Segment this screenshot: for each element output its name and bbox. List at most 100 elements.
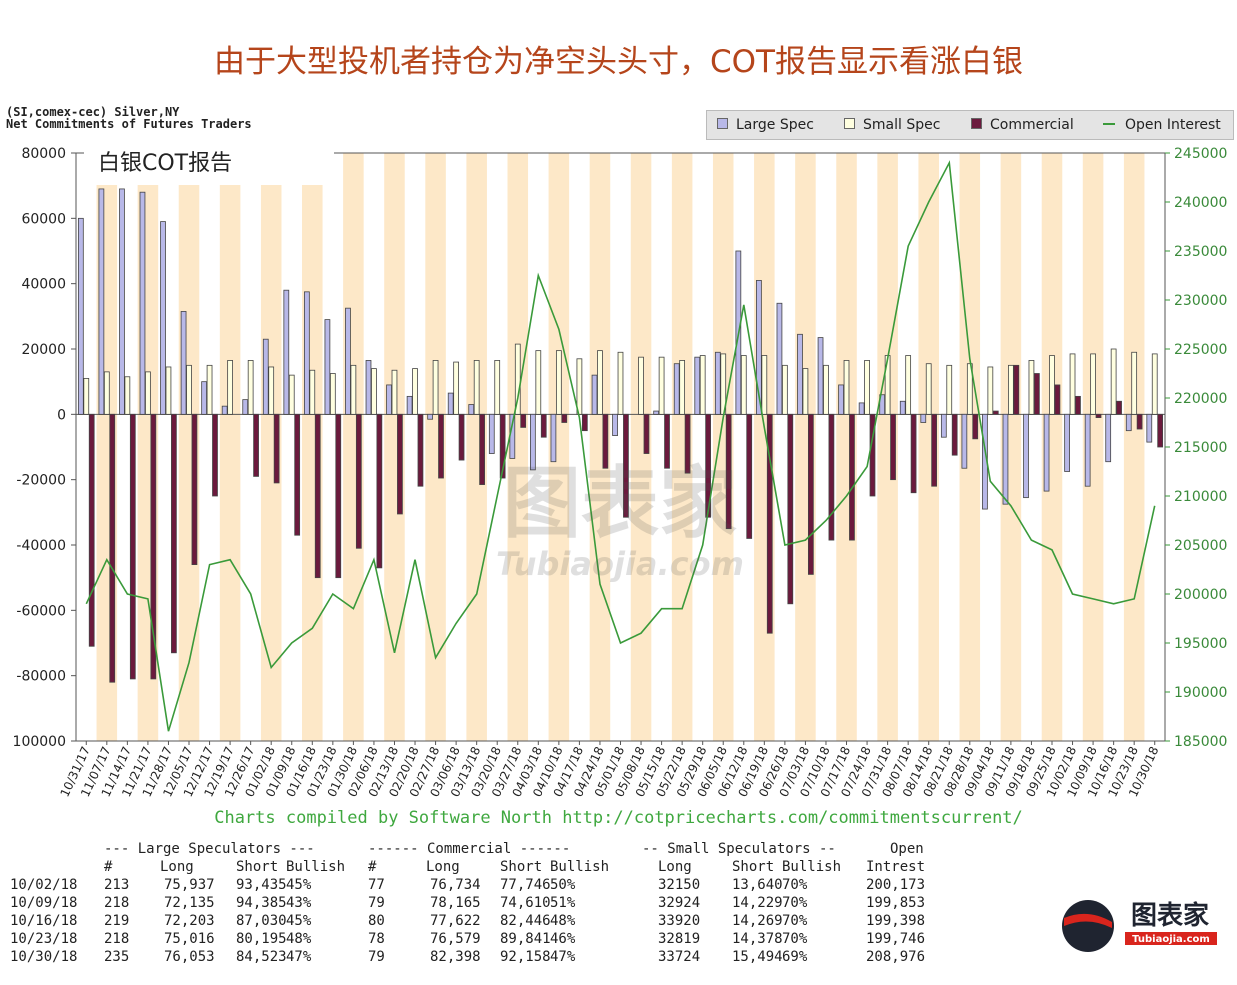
small-spec-bar: [823, 364, 829, 415]
commercial-bar: [890, 413, 896, 481]
chart-band: [260, 153, 282, 741]
commercial-bar: [766, 413, 773, 634]
table-cell: 69%: [782, 949, 808, 965]
commercial-bar: [602, 413, 609, 469]
chart-band: [343, 153, 364, 741]
small-spec-bar: [699, 355, 706, 415]
table-cell: 72,203: [164, 913, 215, 929]
y-left-tick-label: -80000: [16, 669, 66, 685]
chart-band: [425, 153, 446, 741]
small-spec-bar: [268, 366, 275, 415]
table-cell: 213: [104, 877, 130, 893]
col-open-interest: Intrest: [866, 859, 926, 875]
small-spec-bar: [761, 355, 768, 415]
small-spec-bar: [864, 360, 870, 415]
large-spec-bar: [1064, 413, 1070, 472]
chart-band: [712, 153, 734, 741]
small-spec-bar: [350, 364, 357, 415]
table-cell: 76,053: [164, 949, 215, 965]
commercial-bar: [335, 413, 342, 579]
table-cell: 45%: [286, 877, 312, 893]
small-spec-bar: [473, 360, 480, 415]
large-spec-bar: [324, 319, 331, 415]
table-cell: 47%: [550, 949, 576, 965]
y-right-tick-label: 230000: [1174, 293, 1227, 309]
large-spec-bar: [283, 289, 290, 415]
large-spec-bar: [1002, 413, 1009, 505]
small-spec-bar: [288, 374, 295, 415]
source-line-2: Net Commitments of Futures Traders: [6, 117, 252, 131]
large-spec-bar: [961, 413, 968, 469]
small-spec-bar: [412, 368, 418, 415]
large-spec-bar: [303, 291, 310, 415]
table-cell: 74,610: [500, 895, 551, 911]
legend-line-open-interest: [1103, 123, 1115, 125]
legend-item-commercial: Commercial: [971, 117, 1074, 133]
table-cell: 10/30/18: [10, 949, 78, 965]
commercial-bar: [1034, 373, 1040, 415]
table-cell: 47%: [286, 949, 312, 965]
commercial-bar: [376, 413, 383, 569]
large-spec-bar: [427, 413, 434, 420]
source-line-1: (SI,comex-cec) Silver,NY: [6, 105, 180, 119]
table-cell: 32150: [658, 877, 701, 893]
commercial-bar: [951, 413, 958, 456]
small-spec-bar: [1151, 353, 1158, 415]
table-cell: 77,746: [500, 877, 551, 893]
large-spec-bar: [550, 413, 557, 463]
logo-sub-text: Tubiaojia.com: [1132, 934, 1210, 945]
commercial-bar: [992, 410, 999, 415]
small-spec-bar: [1131, 351, 1138, 415]
legend-swatch-small-spec: [844, 118, 855, 129]
commercial-bar: [849, 413, 855, 541]
commercial-bar: [88, 413, 95, 647]
commercial-bar: [273, 413, 280, 484]
small-spec-bar: [391, 369, 398, 415]
large-spec-bar: [488, 413, 495, 454]
header-commercial: ------ Commercial ------: [368, 841, 571, 857]
table-cell: 80,195: [236, 931, 287, 947]
large-spec-bar: [776, 302, 783, 415]
large-spec-bar: [899, 400, 906, 415]
large-spec-bar: [920, 413, 927, 423]
commercial-bar: [1013, 364, 1020, 415]
large-spec-bar: [77, 217, 84, 415]
commercial-bar: [1054, 384, 1061, 415]
table-cell: 93,435: [236, 877, 287, 893]
table-cell: 76,734: [430, 877, 481, 893]
y-right-tick-label: 195000: [1174, 636, 1227, 652]
header-open: Open: [890, 841, 924, 857]
table-cell: 79: [368, 895, 385, 911]
chart-band: [548, 153, 570, 741]
commercial-bar: [705, 413, 711, 518]
table-cell: 33920: [658, 913, 701, 929]
large-spec-bar: [756, 279, 762, 415]
col-commercial-short: Short: [500, 859, 543, 875]
chart-band: [795, 153, 816, 741]
y-right-tick-label: 215000: [1174, 440, 1227, 456]
col-commercial-long: Long: [426, 859, 460, 875]
chart-band: [1082, 153, 1104, 741]
table-cell: 199,853: [866, 895, 926, 911]
y-right-tick-label: 200000: [1174, 587, 1227, 603]
y-right-tick-label: 240000: [1174, 195, 1227, 211]
large-spec-bar: [940, 413, 947, 438]
large-spec-bar: [1023, 413, 1029, 499]
commercial-bar: [1116, 400, 1122, 415]
table-cell: 10/23/18: [10, 931, 78, 947]
small-spec-bar: [247, 360, 254, 415]
table-cell: 218: [104, 895, 130, 911]
table-cell: 70%: [782, 913, 808, 929]
commercial-bar: [623, 413, 629, 518]
chart-credit: Charts compiled by Software North http:/…: [214, 808, 1023, 828]
small-spec-bar: [638, 356, 644, 415]
chart-band: [384, 153, 405, 741]
table-cell: 77: [368, 877, 385, 893]
table-cell: 10/02/18: [10, 877, 78, 893]
commercial-bar: [212, 413, 218, 497]
small-spec-bar: [186, 364, 192, 415]
table-cell: 10/09/18: [10, 895, 78, 911]
col-small-short: Short: [732, 859, 775, 875]
small-spec-bar: [371, 368, 377, 415]
commercial-bar: [191, 413, 198, 566]
